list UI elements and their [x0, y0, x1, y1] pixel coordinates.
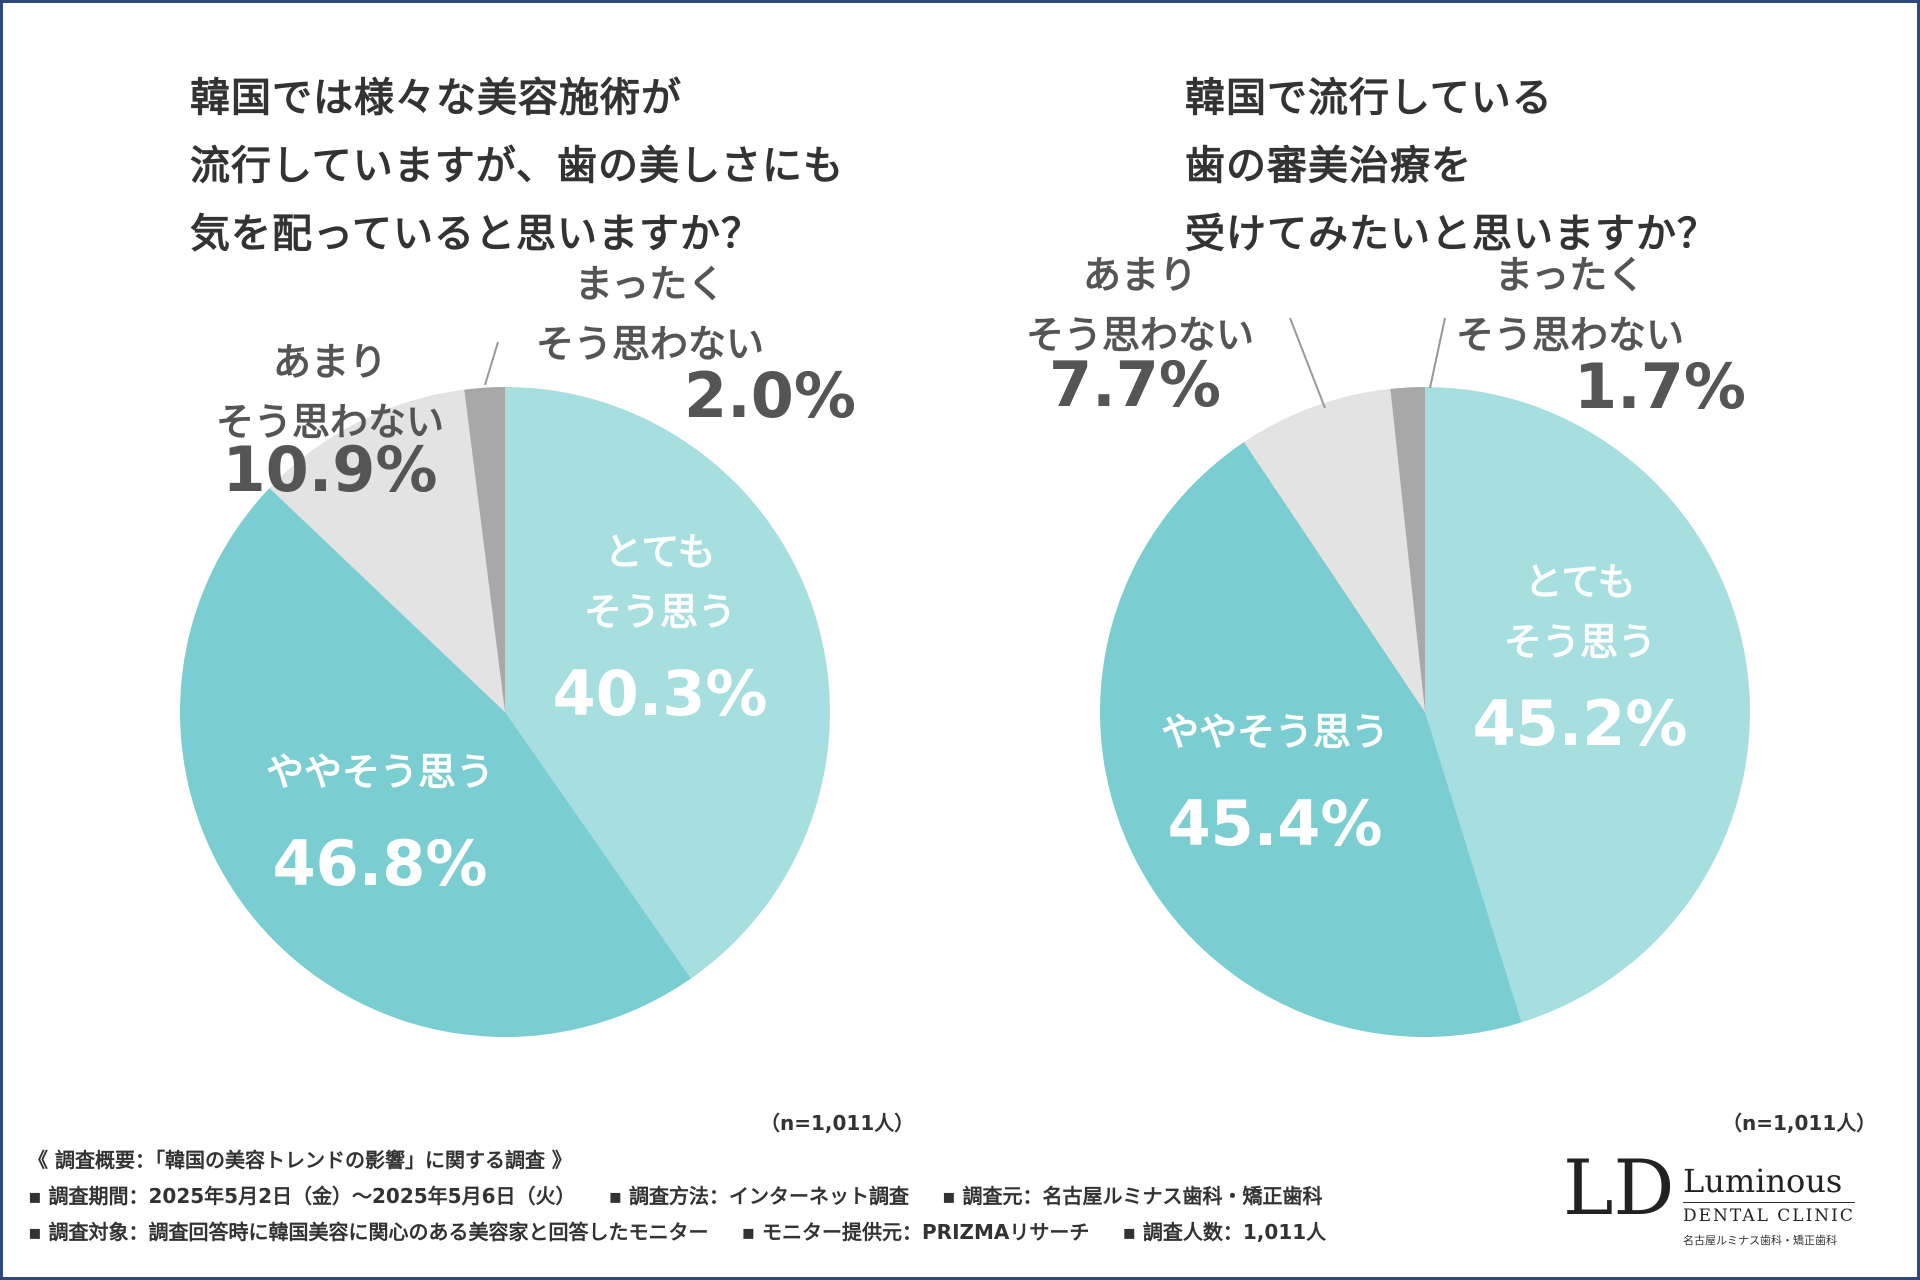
chart-2-pct-very: 45.2% — [1472, 687, 1687, 760]
logo-sub: DENTAL CLINIC — [1683, 1202, 1855, 1226]
chart-2-pct-somewhat: 45.4% — [1167, 787, 1382, 860]
survey-row-2: ▪ 調査対象：調査回答時に韓国美容に関心のある美容家と回答したモニター ▪ モニ… — [28, 1214, 1326, 1250]
survey-target: ▪ 調査対象：調査回答時に韓国美容に関心のある美容家と回答したモニター — [28, 1220, 709, 1244]
survey-count: ▪ 調査人数：1,011人 — [1122, 1220, 1327, 1244]
chart-1-sample-size: （n=1,011人） — [760, 1111, 915, 1135]
survey-heading: 《 調査概要：「韓国の美容トレンドの影響」に関する調査 》 — [28, 1148, 572, 1172]
chart-1-slice-very — [505, 387, 831, 979]
chart-1-label-not-much-line-2: そう思わない — [216, 400, 444, 444]
chart-2-slice-very — [1425, 387, 1751, 1023]
chart-1-label-not-at-all-line-1: まったく — [575, 262, 725, 306]
chart-1-label-very-line-1: とても — [605, 530, 716, 574]
chart-2-label-not-much-line-1: あまり — [1083, 253, 1197, 297]
chart-2-pct-not-much: 7.7% — [1049, 348, 1221, 421]
chart-2-pct-not-at-all: 1.7% — [1574, 350, 1746, 423]
chart-2-title-line-1: 韓国で流行している — [1185, 75, 1553, 121]
clinic-logo: LD Luminous DENTAL CLINIC 名古屋ルミナス歯科・矯正歯科 — [1555, 1132, 1895, 1262]
chart-1-title: 韓国では様々な美容施術が 流行していますが、歯の美しさにも 気を配っていると思い… — [190, 64, 844, 268]
logo-mark-text: LD — [1563, 1143, 1674, 1232]
survey-method: ▪ 調査方法：インターネット調査 — [608, 1184, 910, 1208]
chart-1-slice-not-much — [269, 389, 505, 712]
chart-2-label-not-at-all-line-1: まったく — [1495, 253, 1645, 297]
chart-2-slice-somewhat — [1099, 442, 1522, 1038]
chart-2-title: 韓国で流行している 歯の審美治療を 受けてみたいと思いますか？ — [1185, 64, 1718, 268]
chart-2-label-not-at-all-line-2: そう思わない — [1456, 313, 1684, 357]
chart-2-slice-not-much — [1244, 388, 1425, 712]
chart-1-label-not-at-all-line-2: そう思わない — [536, 322, 764, 366]
chart-2-label-somewhat-line-1: ややそう思う — [1161, 710, 1389, 754]
chart-2-leader-line-1 — [1289, 317, 1326, 409]
chart-1-pct-somewhat: 46.8% — [272, 827, 487, 900]
chart-1-pct-very: 40.3% — [552, 657, 767, 730]
chart-1-label-not-much-line-1: あまり — [273, 340, 387, 384]
survey-row-1: ▪ 調査期間：2025年5月2日（金）～2025年5月6日（火） ▪ 調査方法：… — [28, 1178, 1326, 1214]
survey-provider: ▪ モニター提供元：PRIZMAリサーチ — [741, 1220, 1090, 1244]
chart-1-slice-not-at-all — [464, 387, 505, 712]
chart-1-title-line-3: 気を配っていると思いますか？ — [190, 211, 762, 257]
ld-logo-mark-icon: LD — [1563, 1143, 1674, 1232]
chart-2-label-very-line-2: そう思う — [1504, 620, 1656, 664]
survey-summary: 《 調査概要：「韓国の美容トレンドの影響」に関する調査 》 ▪ 調査期間：202… — [28, 1142, 1326, 1250]
chart-2-sample-size: （n=1,011人） — [1722, 1111, 1877, 1135]
logo-name: Luminous — [1683, 1162, 1843, 1200]
chart-1-title-line-2: 流行していますが、歯の美しさにも — [190, 143, 844, 189]
chart-1-pct-not-much: 10.9% — [222, 433, 437, 506]
chart-1-label-somewhat-line-1: ややそう思う — [266, 750, 494, 794]
chart-1-pct-not-at-all: 2.0% — [684, 359, 856, 432]
chart-2-slice-not-at-all — [1390, 387, 1425, 712]
chart-1-label-very-line-2: そう思う — [584, 590, 736, 634]
chart-1-slice-somewhat — [179, 488, 692, 1037]
survey-period: ▪ 調査期間：2025年5月2日（金）～2025年5月6日（火） — [28, 1184, 576, 1208]
chart-2-leader-line-2 — [1429, 317, 1446, 389]
logo-jp: 名古屋ルミナス歯科・矯正歯科 — [1683, 1234, 1837, 1247]
chart-2-label-not-much-line-2: そう思わない — [1026, 313, 1254, 357]
chart-1-leader-line-1 — [484, 341, 499, 386]
chart-2-label-very-line-1: とても — [1525, 560, 1636, 604]
chart-1-title-line-1: 韓国では様々な美容施術が — [190, 75, 682, 121]
survey-source: ▪ 調査元：名古屋ルミナス歯科・矯正歯科 — [941, 1184, 1323, 1208]
chart-2-title-line-2: 歯の審美治療を — [1185, 143, 1472, 189]
chart-2-title-line-3: 受けてみたいと思いますか？ — [1185, 211, 1718, 257]
